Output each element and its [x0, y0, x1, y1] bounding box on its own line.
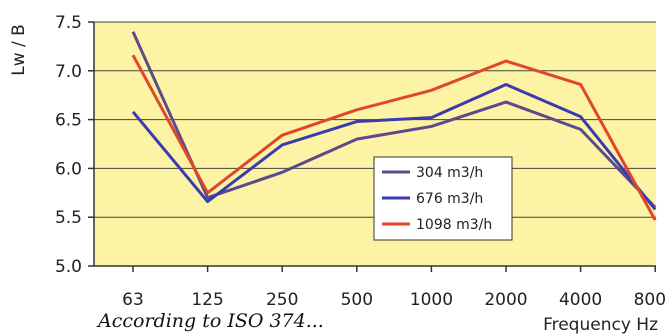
- legend: 304 m3/h 676 m3/h 1098 m3/h: [373, 156, 513, 241]
- x-tick-label-250: 250: [266, 290, 298, 310]
- y-tick-labels: 5.0 5.5 6.0 6.5 7.0 7.5: [55, 13, 94, 277]
- x-tick-labels: 63 125 250 500 1000 2000 4000 8000: [122, 266, 666, 310]
- caption: According to ISO 374...: [98, 310, 324, 332]
- y-tick-label-5: 7.5: [55, 13, 82, 33]
- x-tick-label-4000: 4000: [559, 290, 602, 310]
- legend-label-1: 676 m3/h: [416, 191, 483, 207]
- x-tick-label-2000: 2000: [484, 290, 527, 310]
- x-tick-label-500: 500: [341, 290, 373, 310]
- y-tick-label-2: 6.0: [55, 159, 82, 179]
- series-lines: [131, 31, 657, 221]
- y-tick-label-4: 7.0: [55, 62, 82, 82]
- x-tick-label-63: 63: [122, 290, 144, 310]
- x-tick-label-125: 125: [191, 290, 223, 310]
- x-tick-label-1000: 1000: [410, 290, 453, 310]
- y-tick-label-1: 5.5: [55, 208, 82, 228]
- x-tick-label-8000: 8000: [634, 290, 666, 310]
- y-tick-label-0: 5.0: [55, 257, 82, 277]
- y-tick-label-3: 6.5: [55, 111, 82, 131]
- y-axis-title: Lw / B: [9, 24, 29, 76]
- legend-label-0: 304 m3/h: [416, 165, 483, 181]
- series-line-2: [131, 54, 657, 221]
- series-line-1: [131, 82, 657, 211]
- x-axis-title: Frequency Hz: [543, 315, 658, 334]
- legend-label-2: 1098 m3/h: [416, 217, 492, 233]
